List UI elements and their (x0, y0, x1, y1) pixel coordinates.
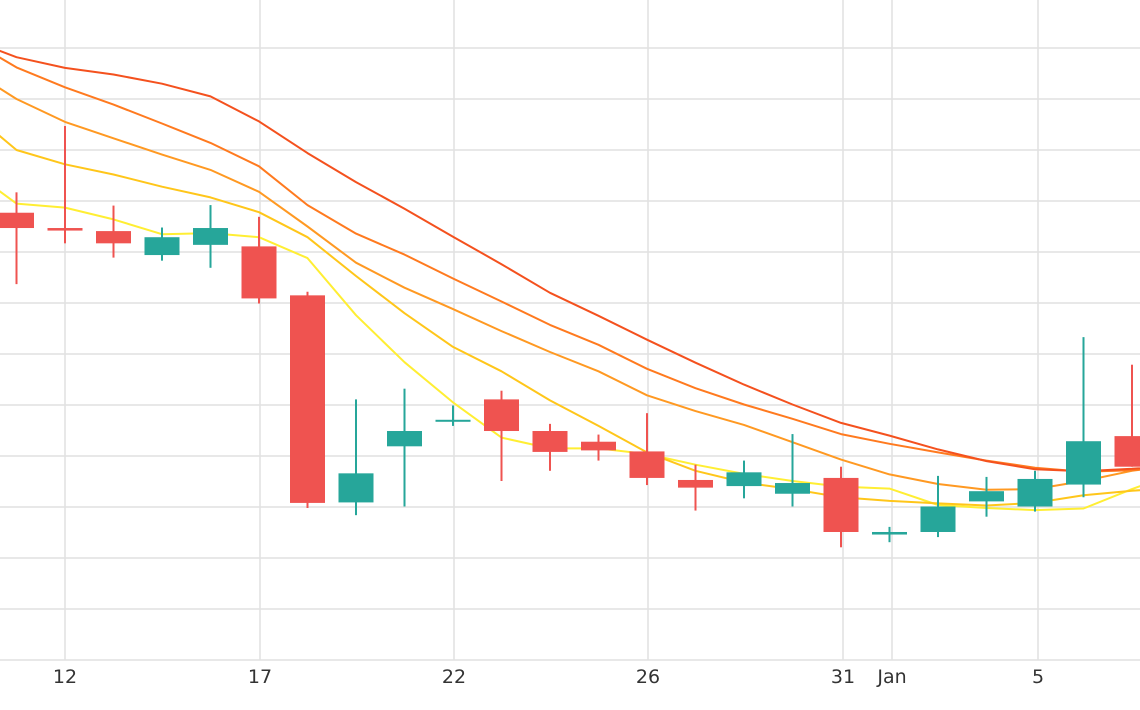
moving-average-line-5 (0, 49, 1140, 473)
candle-body (678, 479, 713, 488)
candle-body (0, 212, 34, 229)
x-axis: 12 17 22 26 31 Jan 5 (53, 666, 1044, 688)
candle-down (629, 413, 665, 486)
candle-up (920, 475, 956, 538)
candle-down (532, 423, 568, 471)
candle-body (47, 228, 83, 231)
x-tick-label: 12 (53, 666, 77, 688)
x-tick-label: 26 (636, 666, 660, 688)
candle-body (435, 419, 471, 422)
candle-down (678, 464, 713, 511)
candle-up (338, 399, 374, 516)
candle-down (1114, 364, 1140, 467)
candle-body (387, 431, 422, 447)
candle-body (726, 472, 762, 487)
candle-down (484, 390, 519, 481)
moving-average-line-4 (0, 56, 1140, 473)
candle-body (969, 491, 1004, 502)
candles (0, 126, 1140, 548)
candle-up (387, 388, 422, 507)
grid-lines (0, 0, 1140, 661)
x-tick-label: 31 (831, 666, 855, 688)
candle-body (872, 531, 907, 535)
candle-body (144, 237, 180, 256)
candle-body (629, 451, 665, 478)
candle-up (1066, 337, 1101, 498)
candle-body (290, 295, 325, 503)
candle-up (969, 476, 1004, 517)
candle-body (96, 231, 131, 244)
candle-up (193, 205, 228, 268)
candle-body (1114, 436, 1140, 467)
candle-up (872, 526, 907, 543)
candle-down (47, 126, 83, 244)
candle-up (144, 227, 180, 261)
candle-up (1017, 470, 1053, 512)
candle-down (96, 205, 131, 258)
candle-body (193, 228, 228, 245)
candle-body (484, 399, 519, 432)
candle-body (1017, 478, 1053, 507)
candle-body (241, 246, 277, 299)
x-tick-label: 5 (1032, 666, 1044, 688)
x-tick-label: 22 (442, 666, 466, 688)
candle-body (1066, 441, 1101, 485)
candle-down (581, 434, 616, 461)
candle-body (338, 473, 374, 503)
candle-body (775, 483, 810, 494)
candle-body (532, 431, 568, 452)
candle-up (775, 434, 810, 507)
candle-down (290, 291, 325, 509)
candle-down (0, 192, 34, 285)
candle-down (241, 216, 277, 304)
x-tick-label: 17 (248, 666, 272, 688)
candle-down (823, 466, 859, 548)
candle-up (435, 405, 471, 426)
candle-up (726, 460, 762, 499)
x-tick-label: Jan (876, 666, 906, 688)
candle-body (581, 441, 616, 451)
candle-body (823, 477, 859, 532)
candle-body (920, 506, 956, 532)
